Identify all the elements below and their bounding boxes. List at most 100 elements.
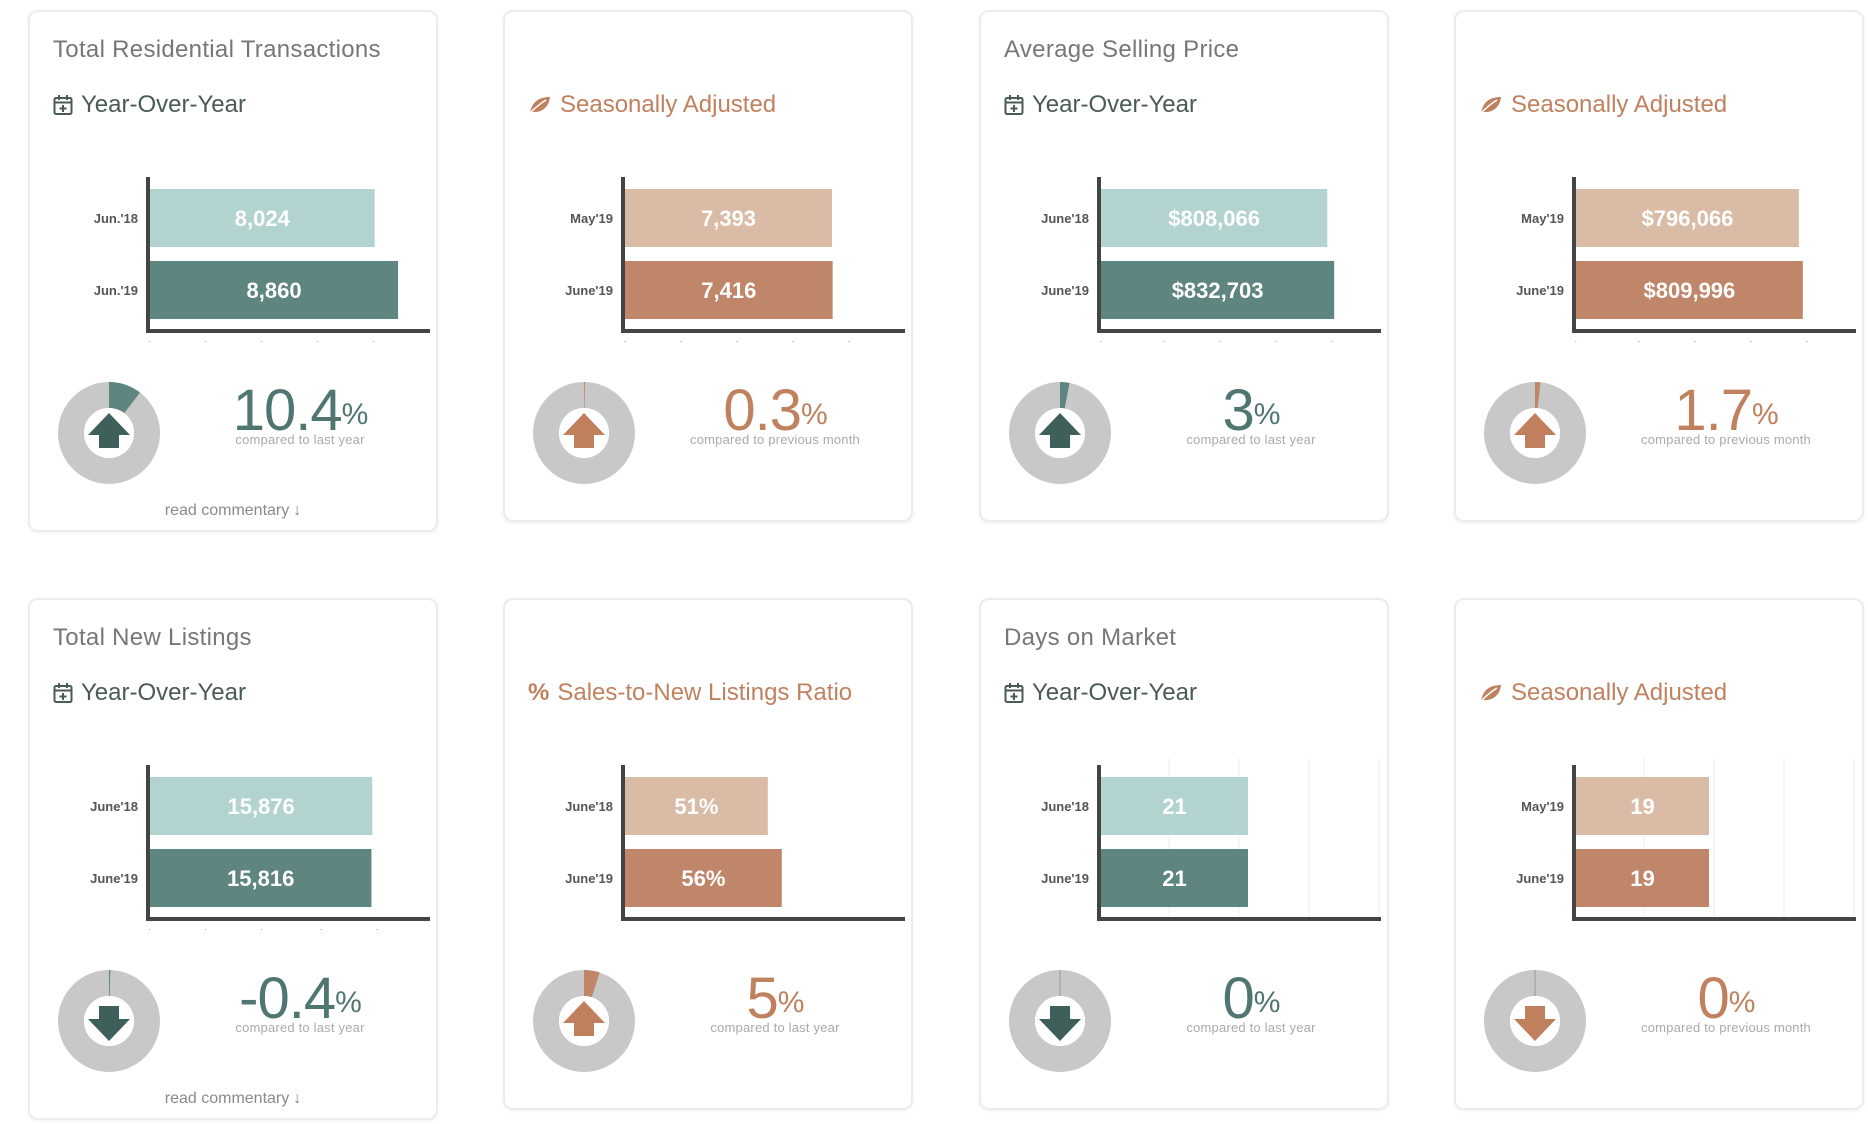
arrow-up-icon [88,413,130,448]
percent-sign: % [341,398,369,431]
calendar-icon [53,682,73,704]
tick-label: 30 [1302,927,1316,930]
tick-label: 10 [1637,927,1651,930]
calendar-icon [53,94,73,116]
change-value: 5% [675,970,875,1028]
bar [1576,777,1709,835]
read-commentary-link[interactable]: read commentary ↓ [30,1090,436,1108]
bar-value-label: $832,703 [1172,278,1264,303]
change-donut [58,382,160,484]
change-label: compared to last year [710,1020,840,1035]
change-number: 1.7 [1674,378,1753,443]
category-label: Jun.'18 [94,211,138,226]
tick-label: 2k [672,339,686,342]
percent-sign: % [1253,986,1281,1019]
category-label: June'18 [1041,211,1089,226]
change-value: 0% [1151,970,1351,1028]
change-label: compared to last year [235,1020,365,1035]
card-subtitle-label: Sales-to-New Listings Ratio [557,679,853,706]
percent-sign: % [1728,986,1756,1019]
tick-label: 200k [1141,339,1170,342]
change-number: 0.3 [723,378,802,443]
card-subtitle-label: Year-Over-Year [1032,679,1197,706]
market-stat-card: Total Residential Transactions Year-Over… [28,10,438,532]
category-label: June'18 [90,799,138,814]
category-label: June'19 [1041,283,1089,298]
market-stat-card: Seasonally Adjusted 19 May'19 19 June'19 0 10… [1454,598,1864,1110]
tick-label: 30 [1777,927,1791,930]
change-value: -0.4% [200,970,400,1028]
bar [625,189,833,247]
change-summary: 3% compared to last year [1151,382,1351,448]
bar-value-label: 19 [1630,866,1654,891]
tick-label: 4k [197,927,211,930]
tick-label: 0k [1092,339,1106,342]
bar-value-label: $808,066 [1168,206,1260,231]
tick-label: 0k [616,339,630,342]
bar-value-label: 21 [1162,794,1186,819]
donut-segment [108,382,141,414]
calendar-icon [1004,682,1024,704]
tick-label: 600k [1728,339,1757,342]
tick-label: 2k [197,339,211,342]
change-summary: 1.7% compared to previous month [1626,382,1826,448]
bar [150,777,373,835]
change-donut [58,970,160,1072]
card-subtitle-label: Seasonally Adjusted [1511,91,1728,118]
category-label: May'19 [1521,211,1564,226]
bar [150,189,375,247]
card-title: Total Residential Transactions [53,36,381,63]
category-label: Jun.'19 [94,283,138,298]
tick-label: 1000k [1361,339,1381,342]
change-label: compared to last year [235,432,365,447]
card-subtitle: Seasonally Adjusted [1479,91,1727,119]
bar-value-label: 8,024 [235,206,291,231]
card-subtitle: Year-Over-Year [53,91,246,119]
tick-label: 6k [309,339,323,342]
tick-label: 0 [1095,927,1102,930]
market-stat-card: % Sales-to-New Listings Ratio 51% June'18… [503,598,913,1110]
change-donut [1009,970,1111,1072]
category-label: May'19 [1521,799,1564,814]
tick-label: 0 [1570,927,1577,930]
bar [1576,261,1803,319]
change-summary: 5% compared to last year [675,970,875,1036]
tick-label: 800k [1784,339,1813,342]
tick-label: 600k [1253,339,1282,342]
change-donut [1484,970,1586,1072]
bar [1576,189,1799,247]
bar [1101,189,1328,247]
change-value: 1.7% [1626,382,1826,440]
percent-sign: % [800,398,828,431]
category-label: June'19 [1041,871,1089,886]
bar [625,261,833,319]
tick-label: 4k [253,339,267,342]
arrow-down-icon [1039,1006,1081,1041]
percent-sign: % [1253,398,1281,431]
change-donut [533,970,635,1072]
change-number: 10.4 [232,378,343,443]
leaf-icon [1479,683,1503,703]
bar-chart: $796,066 May'19 $809,996 June'19 0k 200k 400k 6… [1516,177,1856,342]
tick-label: 40 [1847,927,1856,930]
card-subtitle-label: Year-Over-Year [81,679,246,706]
tick-label: 80 [840,927,854,930]
change-summary: 0% compared to previous month [1626,970,1826,1036]
change-value: 0.3% [675,382,875,440]
bar-value-label: 51% [674,794,718,819]
bar-chart: $808,066 June'18 $832,703 June'19 0k 200k 400k… [1041,177,1381,342]
card-subtitle-label: Year-Over-Year [1032,91,1197,118]
category-label: June'19 [565,283,613,298]
tick-label: 400k [1197,339,1226,342]
tick-label: 6k [784,339,798,342]
change-number: 5 [746,966,779,1031]
change-label: compared to previous month [1641,1020,1811,1035]
tick-label: 0 [619,927,626,930]
change-label: compared to previous month [690,432,860,447]
market-stat-card: Average Selling Price Year-Over-Year $80… [979,10,1389,522]
card-subtitle-label: Year-Over-Year [81,91,246,118]
tick-label: 8k [365,339,379,342]
read-commentary-link[interactable]: read commentary ↓ [30,502,436,520]
change-donut [1484,382,1586,484]
card-subtitle-label: Seasonally Adjusted [1511,679,1728,706]
